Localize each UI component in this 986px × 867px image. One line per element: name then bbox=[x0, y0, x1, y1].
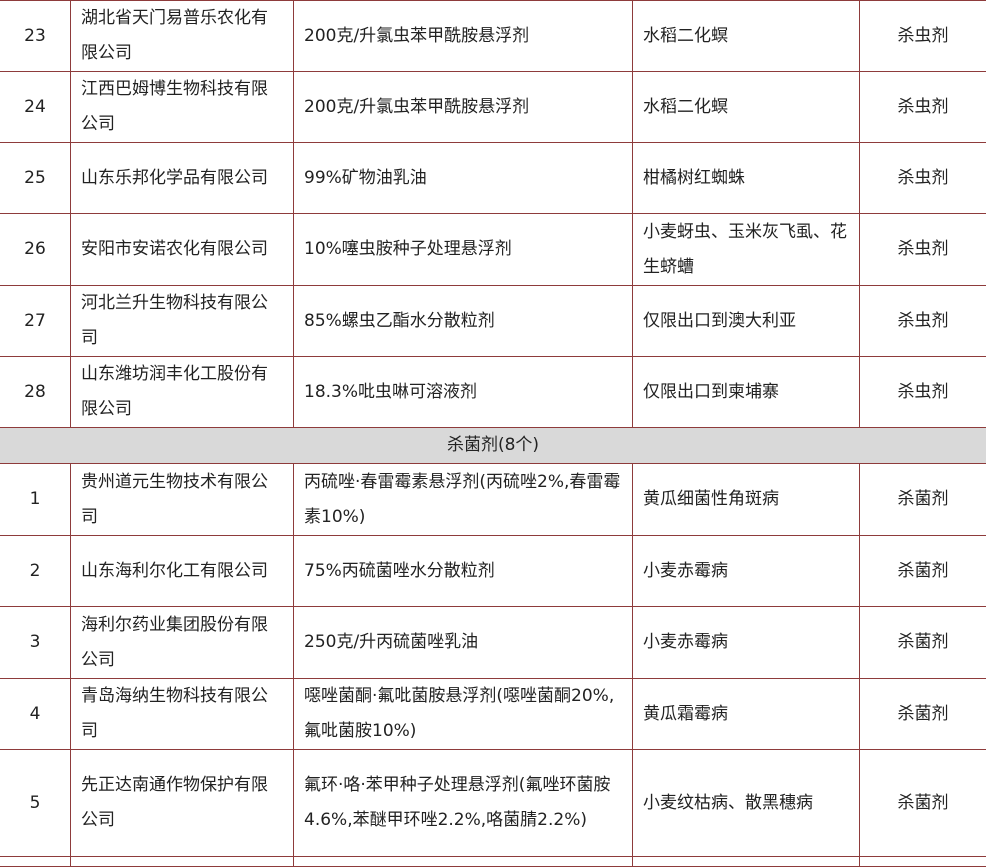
row-number: 26 bbox=[0, 214, 71, 286]
company-cell: 贵州道元生物技术有限公司 bbox=[71, 464, 294, 536]
scope-cell: 水稻二化螟 bbox=[633, 1, 860, 72]
scope-cell: 仅限出口到澳大利亚 bbox=[633, 286, 860, 357]
type-cell: 杀菌剂 bbox=[860, 679, 986, 750]
type-cell: 杀菌剂 bbox=[860, 536, 986, 607]
scope-cell: 小麦赤霉病 bbox=[633, 607, 860, 679]
row-number: 23 bbox=[0, 1, 71, 72]
type-cell: 杀虫剂 bbox=[860, 143, 986, 214]
scope-cell: 小麦赤霉病 bbox=[633, 536, 860, 607]
company-cell: 湖北省天门易普乐农化有限公司 bbox=[71, 1, 294, 72]
product-cell: 丙硫唑·春雷霉素悬浮剂(丙硫唑2%,春雷霉素10%) bbox=[294, 464, 633, 536]
company-cell: 江西巴姆博生物科技有限公司 bbox=[71, 72, 294, 143]
company-cell: 青岛海纳生物科技有限公司 bbox=[71, 679, 294, 750]
product-cell: 10%噻虫胺种子处理悬浮剂 bbox=[294, 214, 633, 286]
type-cell: 杀菌剂 bbox=[860, 464, 986, 536]
section-title: 杀菌剂(8个) bbox=[0, 428, 986, 464]
row-number: 25 bbox=[0, 143, 71, 214]
type-cell: 杀菌剂 bbox=[860, 750, 986, 857]
row-number: 28 bbox=[0, 357, 71, 428]
row-number: 3 bbox=[0, 607, 71, 679]
company-cell: 海利尔药业集团股份有限公司 bbox=[71, 607, 294, 679]
product-cell: 250克/升丙硫菌唑乳油 bbox=[294, 607, 633, 679]
company-cell: 河北兰升生物科技有限公司 bbox=[71, 286, 294, 357]
product-cell: 氟环·咯·苯甲种子处理悬浮剂(氟唑环菌胺4.6%,苯醚甲环唑2.2%,咯菌腈2.… bbox=[294, 750, 633, 857]
product-cell: 99%矿物油乳油 bbox=[294, 143, 633, 214]
company-cell: 山东海利尔化工有限公司 bbox=[71, 536, 294, 607]
scope-cell: 柑橘树红蜘蛛 bbox=[633, 143, 860, 214]
row-number: 24 bbox=[0, 72, 71, 143]
type-cell: 杀菌剂 bbox=[860, 607, 986, 679]
row-number: 1 bbox=[0, 464, 71, 536]
type-cell: 杀虫剂 bbox=[860, 357, 986, 428]
type-cell: 杀虫剂 bbox=[860, 72, 986, 143]
product-cell: 18.3%吡虫啉可溶液剂 bbox=[294, 357, 633, 428]
product-cell: 200克/升氯虫苯甲酰胺悬浮剂 bbox=[294, 72, 633, 143]
type-cell: 杀虫剂 bbox=[860, 214, 986, 286]
section-header-row: 杀菌剂(8个) bbox=[0, 428, 986, 464]
table-row-partial bbox=[0, 857, 986, 867]
scope-cell: 仅限出口到柬埔寨 bbox=[633, 357, 860, 428]
row-number: 4 bbox=[0, 679, 71, 750]
scope-cell: 小麦纹枯病、散黑穗病 bbox=[633, 750, 860, 857]
type-cell: 杀虫剂 bbox=[860, 286, 986, 357]
product-cell: 噁唑菌酮·氟吡菌胺悬浮剂(噁唑菌酮20%,氟吡菌胺10%) bbox=[294, 679, 633, 750]
row-number: 5 bbox=[0, 750, 71, 857]
company-cell: 安阳市安诺农化有限公司 bbox=[71, 214, 294, 286]
type-cell: 杀虫剂 bbox=[860, 1, 986, 72]
row-number: 2 bbox=[0, 536, 71, 607]
product-cell: 200克/升氯虫苯甲酰胺悬浮剂 bbox=[294, 1, 633, 72]
product-cell: 85%螺虫乙酯水分散粒剂 bbox=[294, 286, 633, 357]
scope-cell: 水稻二化螟 bbox=[633, 72, 860, 143]
company-cell: 先正达南通作物保护有限公司 bbox=[71, 750, 294, 857]
company-cell: 山东潍坊润丰化工股份有限公司 bbox=[71, 357, 294, 428]
scope-cell: 黄瓜霜霉病 bbox=[633, 679, 860, 750]
product-cell: 75%丙硫菌唑水分散粒剂 bbox=[294, 536, 633, 607]
scope-cell: 黄瓜细菌性角斑病 bbox=[633, 464, 860, 536]
scope-cell: 小麦蚜虫、玉米灰飞虱、花生蛴螬 bbox=[633, 214, 860, 286]
row-number: 27 bbox=[0, 286, 71, 357]
company-cell: 山东乐邦化学品有限公司 bbox=[71, 143, 294, 214]
